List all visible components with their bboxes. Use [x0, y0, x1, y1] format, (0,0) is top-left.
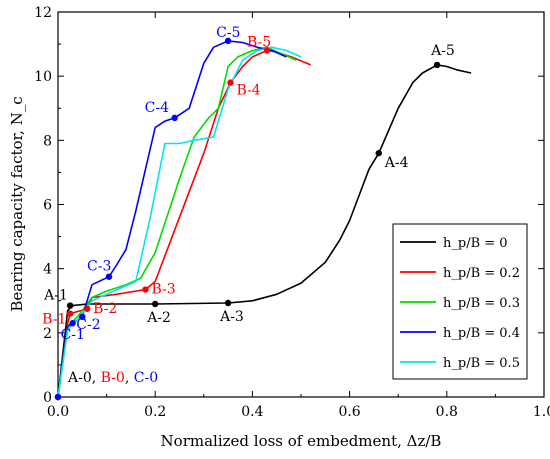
- origin-annotation-sep: ,: [125, 370, 134, 386]
- point-label-b-5: B-5: [247, 35, 271, 51]
- point-label-a-2: A-2: [146, 310, 171, 326]
- y-tick-label: 2: [43, 326, 52, 342]
- marker-a-5: [433, 61, 441, 69]
- ticks: 0.0 0.2 0.4 0.6 0.8 1.0 0 2 4 6 8 10 12: [34, 5, 550, 420]
- point-label-b-2: B-2: [93, 301, 117, 317]
- y-tick-label: 10: [34, 69, 52, 85]
- y-tick-label: 8: [43, 133, 52, 149]
- y-tick-label: 12: [34, 5, 52, 21]
- legend: h_p/B = 0 h_p/B = 0.2 h_p/B = 0.3 h_p/B = 0…: [392, 223, 528, 380]
- origin-annotation-c0: C-0: [134, 370, 158, 386]
- point-label-b-4: B-4: [237, 83, 261, 99]
- origin-annotation-b0: B-0: [101, 370, 125, 386]
- x-tick-label: 0.8: [436, 404, 458, 420]
- origin-annotation-a0: A-0,: [67, 370, 101, 386]
- legend-label-0: h_p/B = 0: [443, 236, 508, 251]
- y-tick-label: 4: [43, 262, 52, 278]
- marker-b-5: [263, 47, 271, 54]
- point-label-a-1: A-1: [43, 288, 68, 304]
- point-label-b-1: B-1: [42, 312, 66, 328]
- point-label-c-2: C-2: [76, 317, 100, 333]
- marker-a-2: [152, 300, 159, 308]
- series-line-1: [57, 49, 312, 398]
- x-axis-title: Normalized loss of embedment, Δz/B: [161, 432, 442, 450]
- marker-b-1: [66, 310, 74, 317]
- origin-annotation: A-0, B-0, C-0: [67, 370, 158, 386]
- legend-label-1: h_p/B = 0.2: [443, 266, 520, 281]
- legend-label-2: h_p/B = 0.3: [443, 296, 520, 311]
- marker-c-3: [105, 273, 113, 280]
- point-label-a-3: A-3: [219, 309, 244, 325]
- marker-a-1: [66, 302, 74, 309]
- marker-b-3: [142, 286, 149, 293]
- legend-label-4: h_p/B = 0.5: [443, 356, 520, 371]
- marker-a-4: [375, 149, 382, 157]
- marker-c-1: [69, 320, 76, 327]
- series-line-2: [57, 46, 297, 398]
- marker-c-4: [171, 114, 178, 122]
- marker-c-2: [79, 313, 86, 320]
- point-label-c-5: C-5: [216, 25, 240, 41]
- point-label-b-3: B-3: [151, 282, 175, 298]
- y-axis-title: Bearing capacity factor, N_c: [8, 96, 26, 311]
- x-tick-label: 0.2: [144, 404, 166, 420]
- point-label-c-4: C-4: [145, 100, 169, 116]
- point-label-c-3: C-3: [87, 259, 111, 275]
- point-label-a-5: A-5: [430, 43, 455, 59]
- marker-b-2: [83, 305, 91, 312]
- x-tick-label: 0.0: [47, 404, 69, 420]
- series-layer: [54, 37, 472, 401]
- marker-b-4: [227, 79, 234, 86]
- y-tick-label: 6: [43, 198, 52, 214]
- series-line-4: [57, 46, 302, 398]
- x-tick-label: 0.4: [241, 404, 263, 420]
- point-label-c-1: C-1: [61, 327, 85, 343]
- point-labels: A-1 A-2 A-3 A-4 A-5 B-1 B-2 B-3 B-4 B-5 C-1C-2 C-3 C…: [42, 25, 455, 343]
- marker-a-3: [224, 299, 232, 307]
- series-line-0: [57, 64, 472, 398]
- y-tick-label: 0: [43, 390, 52, 406]
- x-tick-label: 1.0: [533, 404, 550, 420]
- point-label-a-4: A-4: [384, 155, 409, 171]
- legend-label-3: h_p/B = 0.4: [443, 326, 520, 341]
- marker-c-0: [54, 393, 62, 401]
- x-tick-label: 0.6: [338, 404, 360, 420]
- legend-items: h_p/B = 0 h_p/B = 0.2 h_p/B = 0.3 h_p/B = 0…: [400, 236, 520, 371]
- marker-c-5: [224, 37, 232, 45]
